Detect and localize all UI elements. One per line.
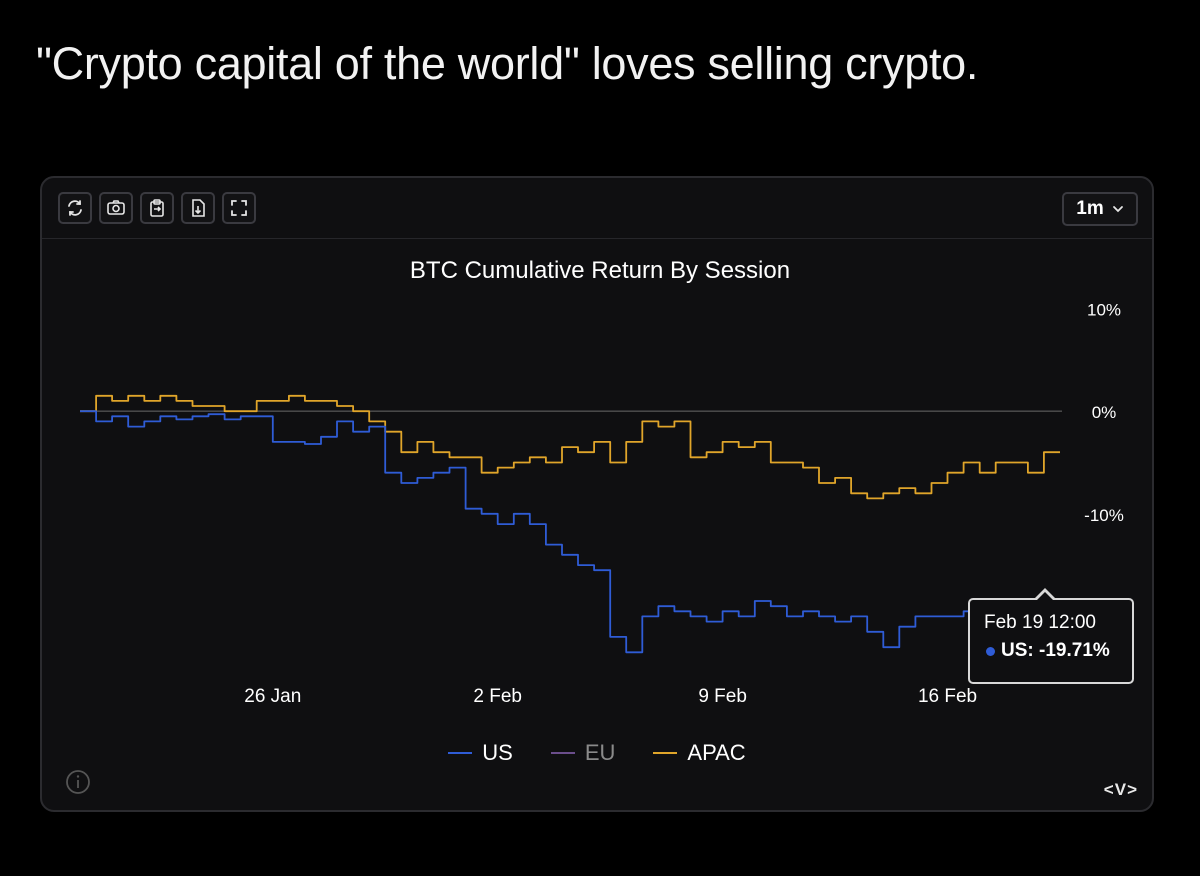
chart-tooltip: Feb 19 12:00 US : -19.71%: [968, 588, 1134, 684]
refresh-icon: [68, 200, 82, 216]
copy-button[interactable]: [140, 192, 174, 224]
camera-icon: [107, 200, 125, 215]
x-tick-label: 16 Feb: [918, 686, 977, 707]
legend-item-us[interactable]: US: [448, 740, 513, 766]
fullscreen-button[interactable]: [222, 192, 256, 224]
chart-legend: US EU APAC: [42, 740, 1152, 766]
chart-title: BTC Cumulative Return By Session: [410, 257, 790, 284]
x-tick-label: 9 Feb: [698, 686, 747, 707]
y-tick-label: 10%: [1087, 301, 1121, 320]
post-text: "Crypto capital of the world" loves sell…: [36, 38, 979, 89]
legend-item-eu[interactable]: EU: [550, 740, 616, 766]
fullscreen-icon: [231, 200, 247, 216]
x-tick-label: 2 Feb: [473, 686, 522, 707]
series-line-us: [80, 410, 1061, 654]
range-select-value: 1m: [1076, 198, 1104, 219]
tooltip-series-dot: [986, 646, 995, 656]
chart-card: 1m BTC Cumulative Return By Session 10% 0…: [40, 176, 1154, 812]
clipboard-icon: [150, 199, 164, 217]
y-tick-label: -10%: [1084, 506, 1124, 525]
x-tick-label: 26 Jan: [244, 686, 301, 707]
chart-nav-arrows[interactable]: <V>: [1103, 780, 1138, 799]
legend-item-apac[interactable]: APAC: [653, 740, 746, 766]
legend-label-eu: EU: [584, 740, 616, 765]
download-button[interactable]: [181, 192, 215, 224]
file-download-icon: [192, 199, 205, 217]
legend-swatch-us: [448, 752, 473, 754]
screenshot-button[interactable]: [99, 192, 133, 224]
tooltip-date: Feb 19 12:00: [984, 612, 1096, 633]
toolbar-divider: [42, 238, 1152, 239]
y-tick-label: 0%: [1092, 403, 1117, 422]
legend-swatch-eu: [550, 752, 575, 754]
tooltip-series-name: US: [1001, 640, 1028, 661]
chart-plot: BTC Cumulative Return By Session 10% 0% -1…: [80, 257, 1124, 707]
series-line-apac: [80, 394, 1060, 500]
chart-toolbar: [58, 192, 256, 224]
range-select[interactable]: 1m: [1062, 192, 1138, 226]
tooltip-value: -19.71%: [1039, 640, 1110, 661]
reset-button[interactable]: [58, 192, 92, 224]
legend-label-apac: APAC: [687, 740, 746, 765]
info-icon[interactable]: [64, 768, 92, 796]
legend-swatch-apac: [653, 752, 678, 754]
chevron-down-icon: [1112, 206, 1123, 213]
legend-label-us: US: [482, 740, 513, 765]
